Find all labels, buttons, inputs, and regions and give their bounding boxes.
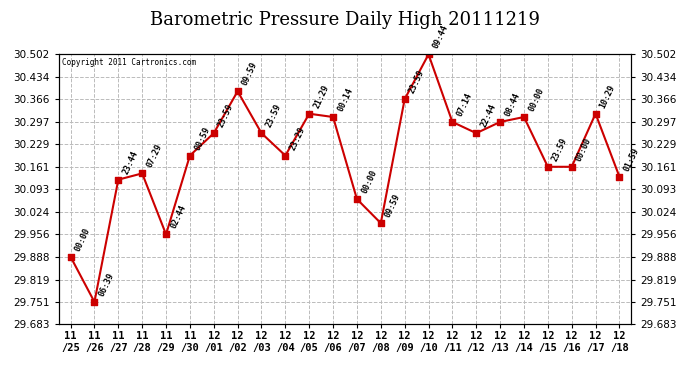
Point bbox=[471, 130, 482, 136]
Text: 00:00: 00:00 bbox=[359, 168, 378, 195]
Text: 09:44: 09:44 bbox=[431, 24, 450, 50]
Point bbox=[423, 51, 434, 57]
Point bbox=[590, 111, 601, 117]
Point bbox=[256, 130, 267, 136]
Point bbox=[518, 114, 529, 120]
Point bbox=[304, 111, 315, 117]
Text: 06:39: 06:39 bbox=[97, 272, 116, 298]
Point bbox=[542, 164, 553, 170]
Text: 07:14: 07:14 bbox=[455, 92, 474, 118]
Text: 00:00: 00:00 bbox=[73, 226, 92, 253]
Point bbox=[328, 114, 339, 120]
Point bbox=[161, 231, 172, 237]
Text: 09:59: 09:59 bbox=[240, 61, 259, 87]
Text: 21:29: 21:29 bbox=[312, 83, 331, 110]
Text: 23:29: 23:29 bbox=[288, 125, 307, 152]
Point bbox=[280, 153, 291, 159]
Point bbox=[447, 119, 458, 125]
Point bbox=[566, 164, 578, 170]
Point bbox=[495, 119, 506, 125]
Point bbox=[184, 153, 195, 159]
Point bbox=[375, 220, 386, 226]
Text: 09:59: 09:59 bbox=[384, 192, 402, 219]
Text: 01:59: 01:59 bbox=[622, 146, 641, 172]
Text: 07:29: 07:29 bbox=[145, 143, 164, 169]
Point bbox=[232, 88, 243, 94]
Point bbox=[614, 174, 625, 180]
Text: 08:44: 08:44 bbox=[503, 92, 522, 118]
Text: 00:59: 00:59 bbox=[193, 125, 211, 152]
Text: 02:44: 02:44 bbox=[169, 204, 188, 230]
Text: 23:59: 23:59 bbox=[551, 136, 569, 163]
Point bbox=[208, 130, 219, 136]
Text: 23:44: 23:44 bbox=[121, 149, 140, 176]
Text: 23:59: 23:59 bbox=[407, 69, 426, 95]
Point bbox=[351, 196, 362, 202]
Point bbox=[89, 299, 100, 305]
Text: 00:14: 00:14 bbox=[336, 86, 355, 113]
Text: 23:59: 23:59 bbox=[217, 102, 235, 129]
Point bbox=[112, 177, 124, 183]
Text: 00:00: 00:00 bbox=[526, 86, 546, 113]
Point bbox=[399, 96, 410, 102]
Point bbox=[65, 254, 76, 260]
Text: 23:59: 23:59 bbox=[264, 102, 283, 129]
Text: Copyright 2011 Cartronics.com: Copyright 2011 Cartronics.com bbox=[61, 58, 196, 68]
Point bbox=[137, 170, 148, 176]
Text: 22:44: 22:44 bbox=[479, 102, 497, 129]
Text: 00:00: 00:00 bbox=[575, 136, 593, 163]
Text: 10:29: 10:29 bbox=[598, 83, 617, 110]
Text: Barometric Pressure Daily High 20111219: Barometric Pressure Daily High 20111219 bbox=[150, 11, 540, 29]
